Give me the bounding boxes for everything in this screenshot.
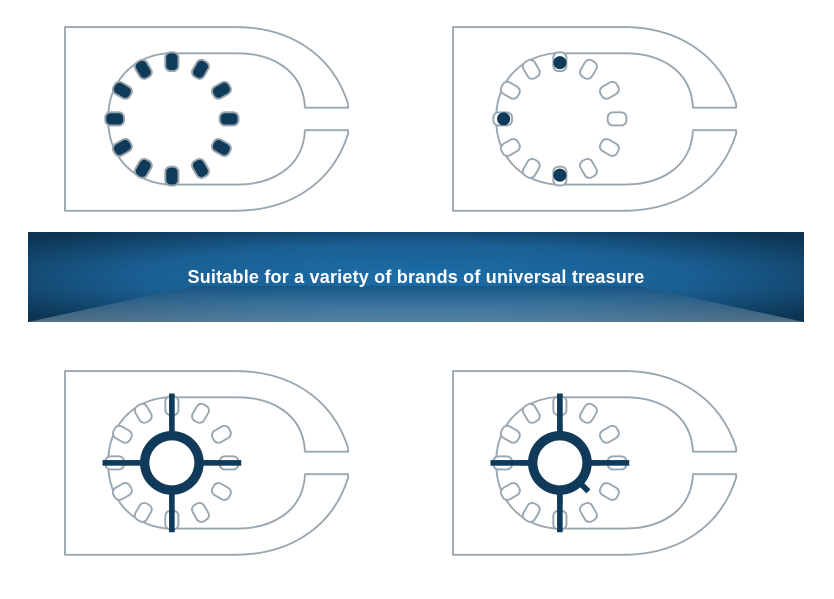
- blade-filled-tabs-icon: [50, 12, 350, 222]
- diagram-top-left: [50, 12, 350, 222]
- diagram-bottom-right: [438, 356, 738, 566]
- headline-text: Suitable for a variety of brands of univ…: [188, 267, 645, 288]
- headline-banner: Suitable for a variety of brands of univ…: [28, 232, 804, 322]
- blade-hub-ring-icon: [50, 356, 350, 566]
- blade-hub-ring-keyed-icon: [438, 356, 738, 566]
- diagram-bottom-left: [50, 356, 350, 566]
- blade-pins-icon: [438, 12, 738, 222]
- diagram-top-right: [438, 12, 738, 222]
